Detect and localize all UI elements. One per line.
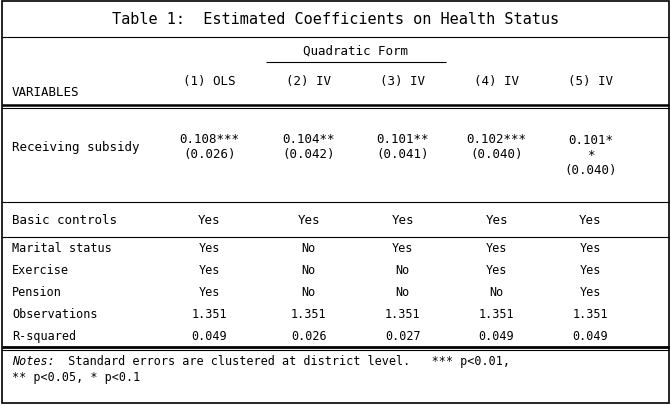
Text: Notes:: Notes:: [12, 355, 55, 368]
Text: No: No: [489, 286, 504, 299]
Text: Standard errors are clustered at district level.   *** p<0.01,: Standard errors are clustered at distric…: [54, 355, 510, 368]
Text: 0.049: 0.049: [572, 330, 609, 343]
Text: Yes: Yes: [580, 264, 601, 277]
Text: 0.027: 0.027: [384, 330, 421, 343]
Text: Yes: Yes: [199, 264, 220, 277]
Text: ** p<0.05, * p<0.1: ** p<0.05, * p<0.1: [12, 371, 140, 384]
Text: 1.351: 1.351: [384, 308, 421, 321]
Text: Receiving subsidy: Receiving subsidy: [12, 141, 140, 153]
Text: 0.049: 0.049: [478, 330, 515, 343]
Text: Observations: Observations: [12, 308, 97, 321]
Text: Yes: Yes: [486, 242, 507, 255]
Text: Yes: Yes: [485, 213, 508, 226]
Text: Yes: Yes: [391, 213, 414, 226]
Text: No: No: [395, 264, 410, 277]
Text: 0.108***
(0.026): 0.108*** (0.026): [179, 133, 240, 161]
Text: 1.351: 1.351: [478, 308, 515, 321]
Text: Basic controls: Basic controls: [12, 213, 117, 226]
Text: 1.351: 1.351: [191, 308, 227, 321]
Text: Yes: Yes: [579, 213, 602, 226]
Text: 0.101**
(0.041): 0.101** (0.041): [376, 133, 429, 161]
Text: Table 1:  Estimated Coefficients on Health Status: Table 1: Estimated Coefficients on Healt…: [112, 13, 559, 28]
Text: (1) OLS: (1) OLS: [183, 75, 236, 88]
Text: Quadratic Form: Quadratic Form: [303, 45, 408, 58]
Text: No: No: [395, 286, 410, 299]
Text: Yes: Yes: [199, 286, 220, 299]
Text: 1.351: 1.351: [572, 308, 609, 321]
Text: Yes: Yes: [297, 213, 320, 226]
Text: R-squared: R-squared: [12, 330, 76, 343]
Text: Yes: Yes: [486, 264, 507, 277]
Text: Yes: Yes: [198, 213, 221, 226]
Text: No: No: [301, 264, 316, 277]
Text: Marital status: Marital status: [12, 242, 112, 255]
Text: (5) IV: (5) IV: [568, 75, 613, 88]
Text: Exercise: Exercise: [12, 264, 69, 277]
Text: (4) IV: (4) IV: [474, 75, 519, 88]
Text: 0.102***
(0.040): 0.102*** (0.040): [466, 133, 527, 161]
Text: 1.351: 1.351: [291, 308, 327, 321]
Text: Yes: Yes: [199, 242, 220, 255]
Text: Yes: Yes: [580, 286, 601, 299]
Text: 0.104**
(0.042): 0.104** (0.042): [282, 133, 335, 161]
Text: 0.026: 0.026: [291, 330, 327, 343]
Text: Yes: Yes: [392, 242, 413, 255]
Text: (3) IV: (3) IV: [380, 75, 425, 88]
Text: Yes: Yes: [580, 242, 601, 255]
Text: No: No: [301, 286, 316, 299]
Text: Pension: Pension: [12, 286, 62, 299]
Text: 0.101*
*
(0.040): 0.101* * (0.040): [564, 134, 617, 177]
Text: (2) IV: (2) IV: [286, 75, 331, 88]
Text: No: No: [301, 242, 316, 255]
Text: VARIABLES: VARIABLES: [12, 85, 80, 98]
Text: 0.049: 0.049: [191, 330, 227, 343]
